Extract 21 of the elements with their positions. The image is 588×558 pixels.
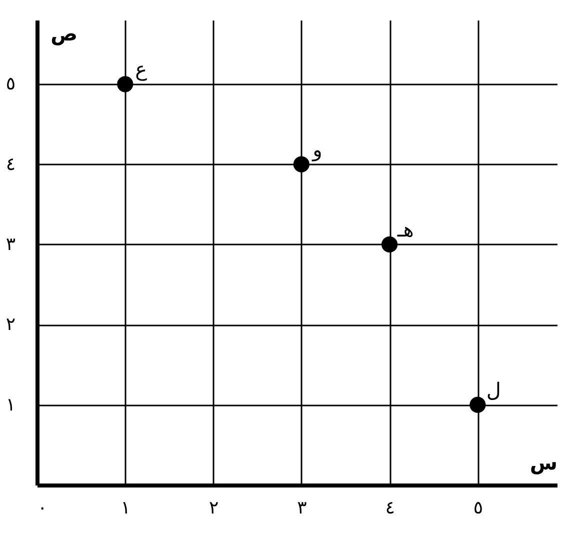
point	[381, 236, 398, 253]
x-axis-title: س	[530, 450, 558, 474]
x-tick-label: ٣	[297, 498, 308, 518]
y-axis-title: ص	[50, 22, 78, 46]
x-tick-label: ٠	[38, 498, 48, 518]
annotation: و	[312, 137, 322, 162]
x-tick-label: ١	[120, 498, 130, 518]
point	[470, 396, 486, 413]
x-tick-label: ٢	[208, 498, 219, 518]
y-tick-label: ٣	[6, 234, 16, 255]
y-tick-label: ٢	[6, 314, 16, 336]
x-tick-label: ٤	[385, 498, 395, 518]
annotation: ل	[486, 378, 501, 402]
point	[293, 156, 310, 172]
y-tick-label: ١	[6, 394, 16, 416]
y-tick-label: ٥	[6, 74, 16, 95]
point	[117, 76, 134, 92]
y-tick-label: ٤	[6, 154, 16, 175]
annotation: ع	[135, 57, 148, 82]
x-tick-label: ٥	[473, 498, 484, 518]
annotation: هـ	[396, 217, 414, 242]
